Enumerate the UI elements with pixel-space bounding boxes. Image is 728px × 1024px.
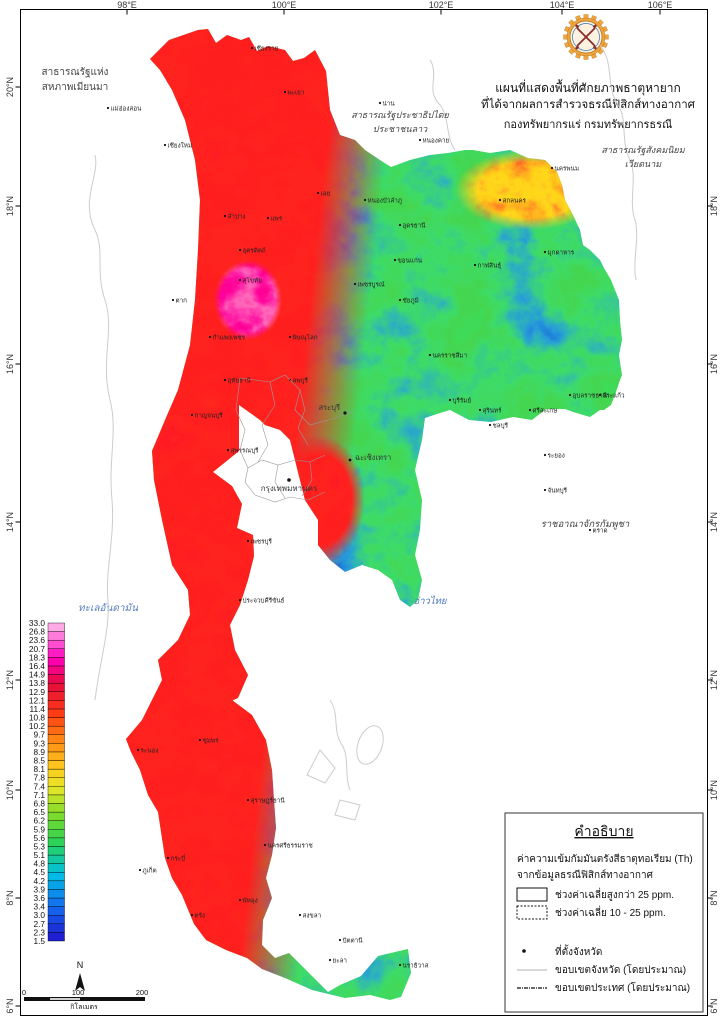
svg-text:16°N: 16°N [5,354,15,374]
svg-text:20°N: 20°N [5,77,15,97]
svg-text:อุตรดิตถ์: อุตรดิตถ์ [243,247,266,255]
svg-text:ประชาชนลาว: ประชาชนลาว [373,124,428,134]
svg-text:ค่าความเข้มกัมมันตรังสีธาตุทอเ: ค่าความเข้มกัมมันตรังสีธาตุทอเรียม (Th) [517,853,693,865]
svg-text:หนองคาย: หนองคาย [423,138,450,145]
svg-text:ชุมพร: ชุมพร [203,738,220,745]
svg-text:เพชรบูรณ์: เพชรบูรณ์ [358,281,385,289]
svg-text:นราธิวาส: นราธิวาส [403,962,429,970]
svg-text:นครศรีธรรมราช: นครศรีธรรมราช [268,842,314,850]
svg-text:0: 0 [22,988,26,997]
svg-text:10°N: 10°N [709,780,719,800]
svg-text:ช่วงค่าเฉลี่ย 10 - 25 ppm.: ช่วงค่าเฉลี่ย 10 - 25 ppm. [555,905,666,919]
svg-text:กาฬสินธุ์: กาฬสินธุ์ [478,262,502,270]
svg-text:อ่าวไทย: อ่าวไทย [414,595,448,607]
svg-text:ที่ตั้งจังหวัด: ที่ตั้งจังหวัด [555,944,602,958]
svg-text:ลพบุรี: ลพบุรี [293,377,309,385]
svg-text:สุราษฎร์ธานี: สุราษฎร์ธานี [251,797,286,805]
svg-text:กรุงเทพมหานคร: กรุงเทพมหานคร [261,484,318,493]
svg-text:ระนอง: ระนอง [141,748,159,755]
svg-text:คำอธิบาย: คำอธิบาย [574,823,633,839]
svg-text:สระบุรี: สระบุรี [319,403,340,412]
svg-text:106°E: 106°E [648,0,673,10]
svg-text:ศรีสะเกษ: ศรีสะเกษ [533,407,558,415]
svg-text:สุพรรณบุรี: สุพรรณบุรี [231,447,260,455]
svg-text:เชียงราย: เชียงราย [255,45,279,53]
svg-text:ชัยภูมิ: ชัยภูมิ [403,297,419,305]
svg-text:1.5: 1.5 [33,936,45,946]
svg-text:18°N: 18°N [5,196,15,216]
svg-text:12°N: 12°N [709,670,719,690]
svg-text:นครพนม: นครพนม [555,166,580,173]
svg-text:แผนที่แสดงพื้นที่ศักยภาพธาตุหา: แผนที่แสดงพื้นที่ศักยภาพธาตุหายาก [495,79,681,96]
svg-text:14°N: 14°N [5,512,15,532]
svg-text:สุรินทร์: สุรินทร์ [483,407,503,415]
svg-text:น่าน: น่าน [383,101,396,108]
svg-text:เวียดนาม: เวียดนาม [625,159,662,169]
svg-text:กองทรัพยากรแร่ กรมทรัพยากรธรณ: กองทรัพยากรแร่ กรมทรัพยากรธรณี [504,118,673,131]
svg-text:N: N [77,960,84,970]
svg-text:ลำปาง: ลำปาง [228,214,246,221]
svg-text:102°E: 102°E [429,0,454,10]
svg-text:สหภาพเมียนมา: สหภาพเมียนมา [42,81,108,93]
svg-text:จันทบุรี: จันทบุรี [548,487,568,495]
svg-text:10°N: 10°N [5,780,15,800]
svg-text:8°N: 8°N [5,890,15,905]
svg-text:นครราชสีมา: นครราชสีมา [433,352,468,360]
svg-text:สาธารณรัฐสังคมนิยม: สาธารณรัฐสังคมนิยม [601,145,685,156]
svg-text:ชลบุรี: ชลบุรี [493,422,509,430]
svg-text:ยะลา: ยะลา [333,958,347,965]
svg-text:ช่วงค่าเฉลี่ยสูงกว่า 25 ppm.: ช่วงค่าเฉลี่ยสูงกว่า 25 ppm. [555,887,674,901]
svg-text:พัทลุง: พัทลุง [243,898,258,905]
svg-text:สาธารณรัฐประชาธิปไตย: สาธารณรัฐประชาธิปไตย [351,109,449,121]
svg-text:กาญจนบุรี: กาญจนบุรี [195,412,224,420]
svg-text:สระแก้ว: สระแก้ว [603,392,625,400]
svg-text:104°E: 104°E [550,0,575,10]
svg-text:เพชรบุรี: เพชรบุรี [251,538,273,546]
svg-text:ขอบเขตจังหวัด (โดยประมาณ): ขอบเขตจังหวัด (โดยประมาณ) [555,963,686,976]
svg-text:เลย: เลย [321,191,331,198]
svg-text:สกลนคร: สกลนคร [503,198,527,205]
svg-text:6°N: 6°N [5,998,15,1013]
svg-text:สุโขทัย: สุโขทัย [243,277,263,285]
svg-text:200: 200 [136,988,149,997]
svg-text:พะเยา: พะเยา [288,90,305,97]
svg-text:14°N: 14°N [709,512,719,532]
svg-text:18°N: 18°N [709,196,719,216]
svg-text:ประจวบคีรีขันธ์: ประจวบคีรีขันธ์ [243,597,285,605]
svg-text:100°E: 100°E [272,0,297,10]
svg-text:บุรีรัมย์: บุรีรัมย์ [453,397,472,405]
svg-text:12°N: 12°N [5,670,15,690]
svg-text:ที่ได้จากผลการสำรวจธรณีฟิสิกส์: ที่ได้จากผลการสำรวจธรณีฟิสิกส์ทางอากาศ [481,96,696,111]
svg-text:พิษณุโลก: พิษณุโลก [293,334,318,342]
svg-text:กำแพงเพชร: กำแพงเพชร [213,335,246,342]
svg-text:8°N: 8°N [709,890,719,905]
svg-text:มุกดาหาร: มุกดาหาร [548,250,575,257]
svg-text:สงขลา: สงขลา [303,913,322,920]
svg-text:100: 100 [72,988,85,997]
svg-text:ฉะเชิงเทรา: ฉะเชิงเทรา [355,453,391,462]
svg-text:6°N: 6°N [709,998,719,1013]
svg-text:ราชอาณาจักรกัมพูชา: ราชอาณาจักรกัมพูชา [541,519,630,530]
svg-text:กระบี่: กระบี่ [171,854,186,863]
svg-text:ภูเก็ต: ภูเก็ต [143,866,157,875]
svg-text:ตรัง: ตรัง [195,913,206,920]
svg-text:กิโลเมตร: กิโลเมตร [70,1002,98,1011]
svg-text:ขอบเขตประเทศ (โดยประมาณ): ขอบเขตประเทศ (โดยประมาณ) [555,981,690,994]
svg-text:ระยอง: ระยอง [548,453,565,460]
svg-text:หนองบัวลำภู: หนองบัวลำภู [368,198,402,205]
svg-text:ตาก: ตาก [176,298,188,305]
svg-text:สาธารณรัฐแห่ง: สาธารณรัฐแห่ง [42,67,109,78]
svg-text:จากข้อมูลธรณีฟิสิกส์ทางอากาศ: จากข้อมูลธรณีฟิสิกส์ทางอากาศ [517,869,654,881]
svg-text:แพร่: แพร่ [271,216,283,223]
svg-text:อุดรธานี: อุดรธานี [403,222,427,230]
svg-text:ปัตตานี: ปัตตานี [343,937,364,945]
svg-text:16°N: 16°N [709,354,719,374]
svg-text:ขอนแก่น: ขอนแก่น [398,258,423,265]
svg-text:แม่ฮ่องสอน: แม่ฮ่องสอน [111,106,143,113]
svg-text:เชียงใหม่: เชียงใหม่ [168,142,193,150]
svg-text:98°E: 98°E [117,0,137,10]
